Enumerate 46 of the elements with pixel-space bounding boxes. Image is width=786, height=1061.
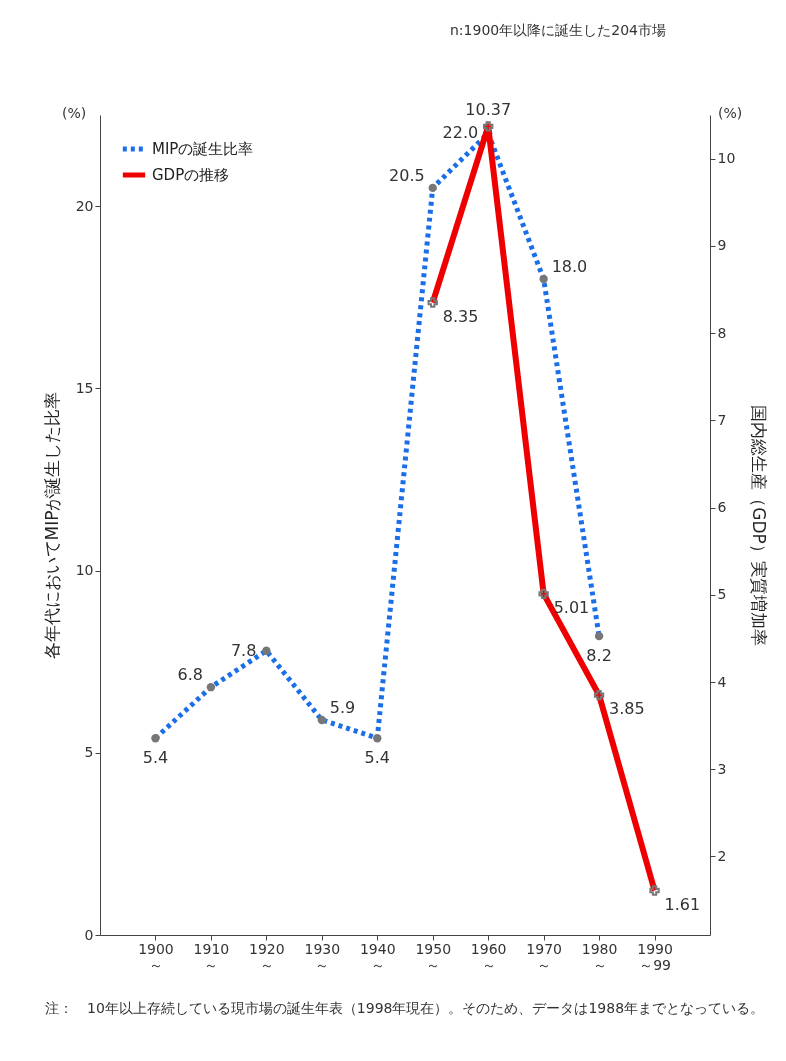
y2-tick-label: 8	[717, 324, 727, 341]
y-tick-label: 20	[75, 197, 94, 214]
y-tick-label: 5	[84, 744, 94, 761]
y-tick-label: 15	[75, 379, 94, 396]
x-tick-label: 1900 ～	[138, 940, 174, 973]
x-tick-label: 1990 ～99	[637, 940, 673, 973]
x-tick-label: 1970 ～	[526, 940, 562, 973]
data-label: 3.85	[609, 699, 645, 719]
legend-label: MIPの誕生比率	[152, 140, 254, 158]
data-label: 22.0	[442, 123, 479, 143]
text: (%)	[62, 105, 87, 121]
data-label: 5.9	[329, 697, 356, 717]
data-label: 5.01	[553, 597, 590, 617]
y-tick-label: 0	[84, 926, 94, 943]
x-tick-label: 1950 ～	[415, 940, 452, 973]
data-label: 7.8	[230, 640, 257, 660]
data-label: 20.5	[389, 165, 425, 185]
x-tick-label: 1930 ～	[304, 940, 341, 973]
y2-tick-label: 10	[717, 150, 736, 167]
y2-tick-label: 7	[717, 411, 727, 428]
data-label: 5.4	[364, 748, 390, 768]
data-label: 5.4	[142, 748, 169, 768]
x-tick-label: 1920 ～	[249, 940, 285, 973]
text: 注： 10年以上存続している現市場の誕生年表（1998年現在）。そのため、データは1988年までとなっている。	[45, 1000, 765, 1018]
legend-label: GDPの推移	[152, 166, 230, 184]
data-label: 1.61	[664, 894, 701, 914]
y2-tick-label: 2	[717, 847, 727, 864]
y-axis-title: 各年代においてMIPが誕生した比率	[41, 391, 62, 660]
x-tick-label: 1940 ～	[359, 940, 396, 973]
y2-tick-label: 4	[717, 673, 727, 690]
y2-tick-label: 3	[717, 760, 727, 777]
data-label: 8.2	[586, 646, 612, 666]
data-label: 18.0	[551, 257, 588, 276]
x-tick-label: 1910 ～	[193, 940, 230, 973]
y2-tick-label: 5	[717, 586, 727, 603]
y2-axis-title: 国内総生産（GDP）実質増加率	[749, 405, 770, 646]
x-tick-label: 1960 ～	[470, 940, 507, 973]
y2-tick-label: 9	[717, 237, 727, 254]
text: (%)	[718, 105, 743, 121]
y-tick-label: 10	[75, 562, 94, 579]
data-label: 6.8	[177, 665, 203, 685]
y2-tick-label: 6	[717, 499, 727, 516]
text: n:1900年以降に誕生した204市場	[450, 22, 666, 40]
data-label: 8.35	[442, 306, 479, 326]
data-label: 10.37	[465, 100, 512, 120]
x-tick-label: 1980 ～	[581, 940, 618, 973]
